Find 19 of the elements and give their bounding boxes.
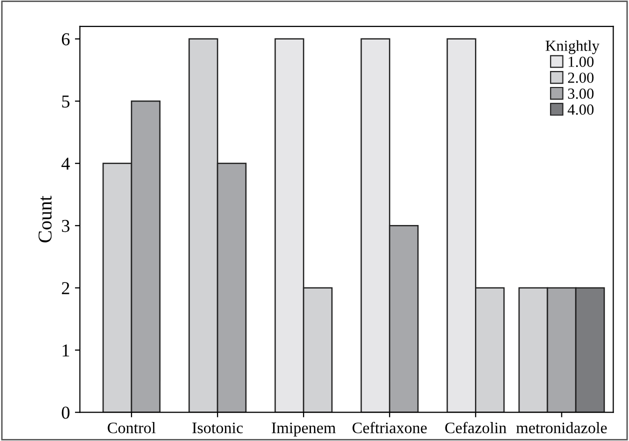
x-tick-label: metronidazole	[516, 422, 607, 434]
x-tick-label: Ceftriaxone	[352, 422, 427, 434]
y-tick-label: 4	[61, 158, 70, 170]
y-tick-label: 5	[62, 96, 70, 108]
legend-title: Knightly	[546, 40, 600, 54]
legend-label: 2.00	[568, 72, 594, 83]
legend-label: 1.00	[568, 56, 594, 68]
y-tick-label: 6	[62, 33, 70, 46]
x-tick-label: Imipenem	[272, 422, 336, 437]
y-tick-label: 0	[62, 406, 70, 419]
x-tick-label: Control	[108, 422, 156, 434]
y-tick-label: 2	[62, 282, 70, 294]
y-tick-label: 3	[62, 220, 70, 232]
legend-label: 3.00	[568, 88, 594, 99]
legend-label: 4.00	[568, 104, 594, 115]
x-tick-label: Cefazolin	[445, 422, 506, 434]
x-tick-label: Isotonic	[192, 422, 243, 434]
y-tick-label: 1	[62, 344, 70, 356]
y-axis-title: Count	[38, 196, 52, 242]
